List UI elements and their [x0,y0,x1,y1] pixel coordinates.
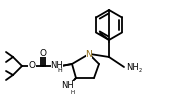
Text: O: O [28,61,36,71]
Text: 2: 2 [138,68,142,73]
Text: H: H [71,89,75,95]
Text: N: N [86,49,92,59]
Text: NH: NH [62,82,74,90]
Text: H: H [58,68,62,73]
Text: O: O [39,49,47,58]
Text: NH: NH [127,64,139,72]
Text: NH: NH [51,61,63,71]
